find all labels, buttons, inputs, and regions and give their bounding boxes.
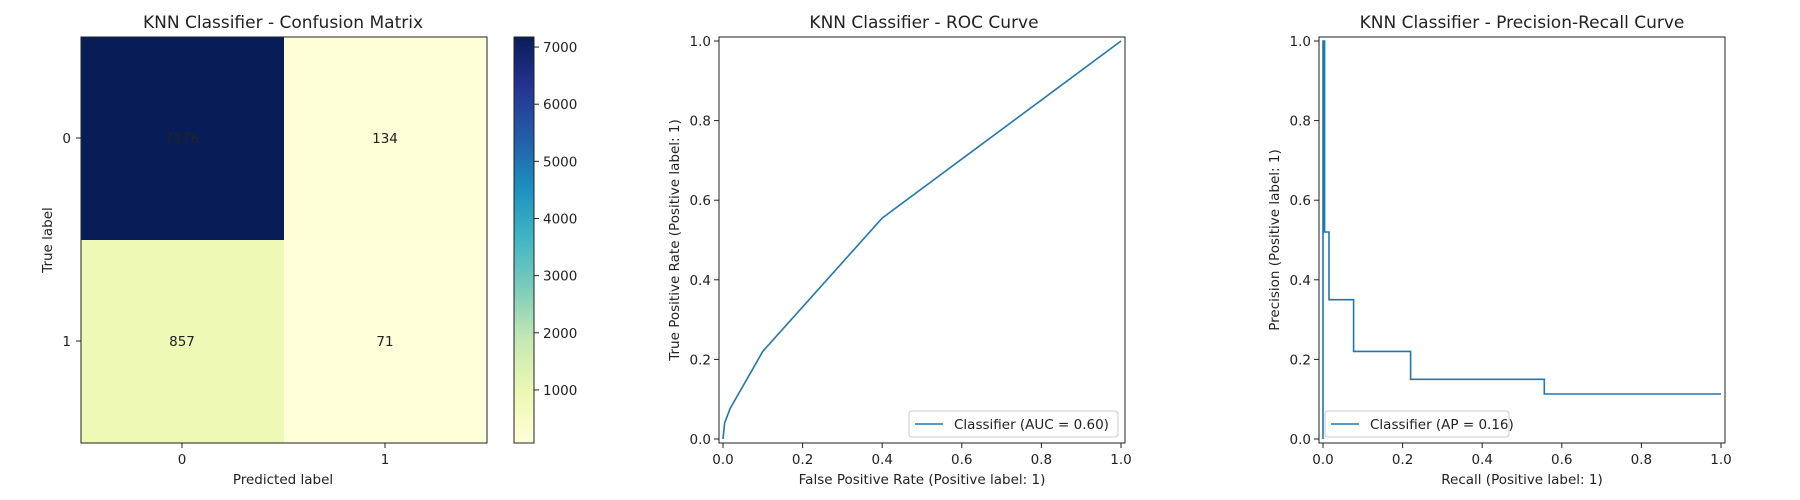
roc-legend: Classifier (AUC = 0.60) <box>908 410 1119 438</box>
cm-xtick-label-1: 1 <box>381 452 390 468</box>
pr-xlabel: Recall (Positive label: 1) <box>1441 472 1603 488</box>
roc-ylabel: True Positive Rate (Positive label: 1) <box>667 119 683 362</box>
colorbar-ticks: 1000 2000 3000 4000 5000 6000 7000 <box>534 40 577 399</box>
roc-xtick-label: 0.4 <box>871 452 892 468</box>
pr-ytick-label: 0.6 <box>1290 193 1311 209</box>
cm-value-0-0: 7176 <box>165 131 199 147</box>
pr-legend: Classifier (AP = 0.16) <box>1324 410 1514 438</box>
colorbar-tick-label: 6000 <box>543 97 577 113</box>
cm-xtick-label-0: 0 <box>178 452 187 468</box>
cm-title: KNN Classifier - Confusion Matrix <box>143 13 423 33</box>
roc-xtick-label: 0.8 <box>1031 452 1052 468</box>
pr-ticks: 0.0 0.2 0.4 0.6 0.8 1.0 0.0 0.2 0.4 0.6 0.8 1.0 <box>1290 34 1732 468</box>
roc-ticks: 0.0 0.2 0.4 0.6 0.8 1.0 0.0 0.2 0.4 0.6 0.8 1.0 <box>690 34 1132 468</box>
cm-value-1-1: 71 <box>376 334 393 350</box>
pr-xtick-label: 0.2 <box>1392 452 1413 468</box>
pr-ytick-label: 0.0 <box>1290 432 1311 448</box>
pr-legend-label: Classifier (AP = 0.16) <box>1370 417 1514 433</box>
colorbar-tick-label: 5000 <box>543 154 577 170</box>
cm-ytick-label-1: 1 <box>62 334 71 350</box>
roc-legend-label: Classifier (AUC = 0.60) <box>954 417 1109 433</box>
roc-ytick-label: 0.2 <box>690 352 711 368</box>
roc-ytick-label: 0.6 <box>690 193 711 209</box>
pr-title: KNN Classifier - Precision-Recall Curve <box>1360 13 1685 33</box>
cm-cell-1-1 <box>284 240 487 443</box>
roc-xlabel: False Positive Rate (Positive label: 1) <box>799 472 1046 488</box>
roc-xtick-label: 0.6 <box>951 452 972 468</box>
roc-curve-line <box>722 40 1122 440</box>
cm-frame <box>80 36 488 444</box>
pr-ytick-label: 0.8 <box>1290 114 1311 130</box>
roc-title: KNN Classifier - ROC Curve <box>809 13 1038 33</box>
pr-legend-box <box>1324 410 1510 438</box>
cm-value-1-0: 857 <box>169 334 195 350</box>
roc-xtick-label: 0.0 <box>712 452 733 468</box>
roc-ytick-label: 0.8 <box>690 114 711 130</box>
pr-ytick-label: 0.2 <box>1290 352 1311 368</box>
roc-ytick-label: 0.4 <box>690 273 711 289</box>
pr-ytick-label: 0.4 <box>1290 273 1311 289</box>
pr-xtick-label: 0.6 <box>1551 452 1572 468</box>
colorbar-tick-label: 2000 <box>543 326 577 342</box>
colorbar-tick-label: 4000 <box>543 211 577 227</box>
roc-panel: KNN Classifier - ROC Curve 0.0 0.2 0.4 0.6 0… <box>667 13 1132 488</box>
pr-xtick-label: 0.8 <box>1631 452 1652 468</box>
colorbar-tick-label: 1000 <box>543 383 577 399</box>
pr-xtick-label: 0.4 <box>1471 452 1492 468</box>
pr-xtick-label: 1.0 <box>1710 452 1731 468</box>
pr-curve-line <box>1322 40 1721 439</box>
pr-ytick-label: 1.0 <box>1290 34 1311 50</box>
cm-cell-0-1 <box>284 37 487 240</box>
roc-ytick-label: 1.0 <box>690 34 711 50</box>
roc-ytick-label: 0.0 <box>690 432 711 448</box>
roc-axes-frame <box>718 36 1126 444</box>
cm-ylabel: True label <box>40 207 56 274</box>
confusion-matrix-panel: KNN Classifier - Confusion Matrix 7176 1… <box>40 13 577 488</box>
cm-ytick-label-0: 0 <box>62 131 71 147</box>
pr-axes-frame <box>1318 36 1726 444</box>
cm-xlabel: Predicted label <box>233 472 333 488</box>
cm-value-0-1: 134 <box>372 131 398 147</box>
colorbar-tick-label: 3000 <box>543 269 577 285</box>
roc-xtick-label: 1.0 <box>1110 452 1131 468</box>
pr-panel: KNN Classifier - Precision-Recall Curve … <box>1267 13 1732 488</box>
roc-legend-box <box>908 410 1119 438</box>
roc-xtick-label: 0.2 <box>792 452 813 468</box>
colorbar <box>513 36 535 444</box>
cm-cell-1-0 <box>81 240 284 443</box>
pr-xtick-label: 0.0 <box>1312 452 1333 468</box>
pr-ylabel: Precision (Positive label: 1) <box>1267 149 1283 330</box>
cm-cell-0-0 <box>81 37 284 240</box>
colorbar-tick-label: 7000 <box>543 40 577 56</box>
